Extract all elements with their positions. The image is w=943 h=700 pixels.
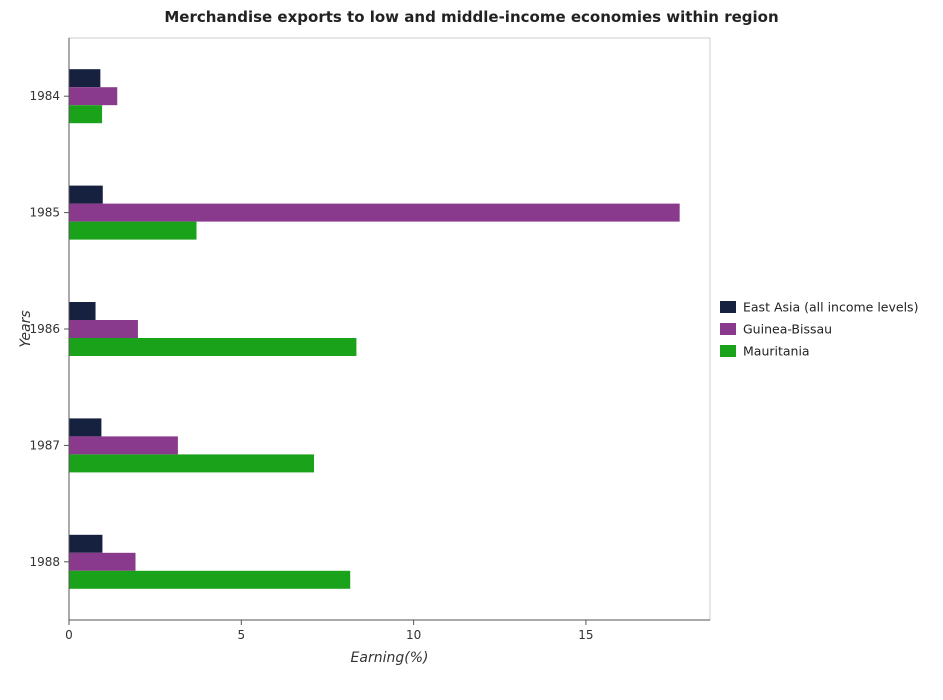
axes: 1984 1985 1986 1987 1988 0 5 10 15 Earning(%) Year… [18, 37, 711, 666]
bar-guinea-bissau-1985 [69, 203, 680, 222]
x-axis-title: Earning(%) [351, 650, 429, 666]
bar-east-asia-all-income-levels-1985 [69, 185, 103, 204]
legend-label: East Asia (all income levels) [743, 300, 918, 315]
y-tick-label: 1985 [29, 206, 60, 220]
bar-guinea-bissau-1984 [69, 87, 118, 106]
bar-guinea-bissau-1988 [69, 552, 136, 571]
x-tick-label: 10 [406, 628, 421, 642]
x-tick-label: 15 [578, 628, 593, 642]
bar-guinea-bissau-1987 [69, 436, 178, 455]
y-tick-label: 1988 [29, 555, 60, 569]
bar-mauritania-1985 [69, 221, 197, 240]
y-tick-label: 1984 [29, 89, 60, 103]
x-tick-label: 0 [65, 628, 73, 642]
bar-east-asia-all-income-levels-1984 [69, 69, 101, 88]
y-tick-label: 1986 [29, 322, 60, 336]
bar-east-asia-all-income-levels-1986 [69, 302, 96, 320]
legend-label: Guinea-Bissau [743, 322, 832, 337]
y-axis-title: Years [18, 310, 34, 347]
x-tick-label: 5 [237, 628, 245, 642]
legend-swatch [720, 323, 736, 335]
legend-label: Mauritania [743, 344, 810, 359]
bar-guinea-bissau-1986 [69, 320, 138, 338]
legend: East Asia (all income levels) Guinea-Biss… [720, 300, 918, 359]
legend-swatch [720, 345, 736, 357]
bar-mauritania-1984 [69, 105, 103, 124]
plot-frame [68, 37, 711, 621]
plot-area [69, 69, 680, 589]
y-tick-label: 1987 [29, 438, 60, 452]
bar-east-asia-all-income-levels-1988 [69, 534, 103, 553]
chart-title: Merchandise exports to low and middle-in… [164, 8, 779, 26]
bar-mauritania-1987 [69, 454, 315, 473]
bar-mauritania-1988 [69, 570, 351, 589]
legend-swatch [720, 301, 736, 313]
bar-east-asia-all-income-levels-1987 [69, 418, 102, 437]
bar-mauritania-1986 [69, 338, 357, 356]
